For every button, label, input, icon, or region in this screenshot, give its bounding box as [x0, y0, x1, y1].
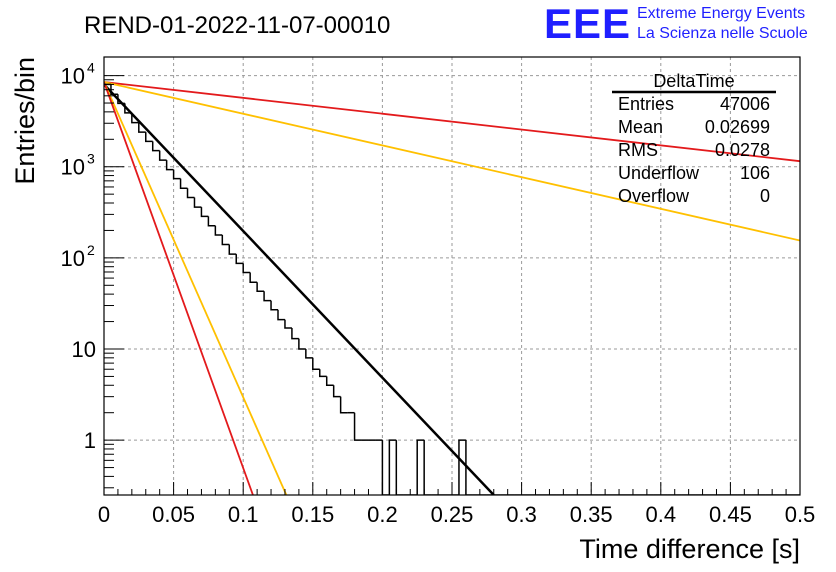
histogram-bin — [416, 439, 425, 495]
y-tick-label: 10 — [61, 155, 85, 180]
y-tick-label: 10 — [72, 337, 96, 362]
curve-upper-bound-fast — [104, 81, 254, 495]
logo-mark: EEE — [544, 0, 631, 47]
histogram-bin — [339, 396, 348, 414]
x-tick-labels: 0 0.05 0.1 0.15 0.2 0.25 0.3 0.35 0.4 0.45 0.5 — [98, 502, 815, 527]
curves — [104, 81, 800, 495]
stats-label: Mean — [618, 117, 663, 137]
curve-lower-bound-slow — [104, 81, 800, 242]
histogram-bin — [298, 338, 306, 350]
histogram-bin — [465, 440, 473, 495]
x-tick-label: 0.15 — [291, 502, 334, 527]
stats-box: DeltaTime Entries 47006 Mean 0.02699 RMS 0.02… — [612, 71, 776, 206]
histogram-bin — [200, 207, 209, 218]
stats-value: 0 — [760, 186, 770, 206]
y-tick-exponent: 4 — [87, 60, 95, 76]
x-tick-label: 0.05 — [152, 502, 195, 527]
histogram-bin — [263, 291, 272, 302]
histogram-bin — [228, 244, 237, 255]
curve-upper-bound-slow — [104, 81, 800, 163]
y-tick-label: 1 — [84, 428, 96, 453]
stats-value: 0.0278 — [715, 140, 770, 160]
histogram-bin — [110, 84, 118, 95]
histogram-bin — [124, 103, 132, 114]
histogram-bin — [277, 309, 285, 321]
histogram-bin — [423, 440, 432, 495]
x-tick-label: 0.2 — [367, 502, 398, 527]
x-tick-label: 0.35 — [570, 502, 613, 527]
histogram-bin — [381, 440, 390, 495]
histogram-bin — [256, 282, 265, 293]
y-tick-label: 10 — [61, 64, 85, 89]
histogram-bin — [186, 188, 195, 199]
histogram-bin — [242, 263, 251, 274]
histogram-bin — [145, 132, 153, 143]
histogram-bin — [214, 225, 223, 236]
y-tick-exponent: 3 — [87, 151, 95, 167]
x-tick-label: 0.5 — [785, 502, 816, 527]
histogram-bin — [179, 178, 188, 190]
histogram-bin — [305, 349, 313, 359]
histogram-bin — [249, 272, 258, 284]
axis-ticks — [103, 75, 801, 495]
histogram-bin — [165, 160, 174, 171]
stats-label: Underflow — [618, 163, 700, 183]
histogram-bin — [332, 385, 341, 398]
chart-title: REND-01-2022-11-07-00010 — [84, 12, 390, 39]
x-tick-label: 0.1 — [228, 502, 259, 527]
x-tick-label: 0.45 — [709, 502, 752, 527]
histogram-bin — [172, 169, 181, 180]
histogram-bin — [325, 376, 334, 387]
x-tick-label: 0.4 — [646, 502, 677, 527]
x-tick-label: 0 — [98, 502, 110, 527]
histogram-bin — [312, 357, 320, 370]
curve-lower-bound-fast — [104, 81, 288, 495]
eee-logo: EEE Extreme Energy Events La Scienza nel… — [544, 0, 808, 47]
histogram — [104, 83, 800, 495]
histogram-bin — [353, 412, 362, 441]
histogram-bin — [131, 112, 139, 124]
histogram-bin — [221, 235, 230, 246]
histogram-bin — [284, 319, 292, 329]
histogram-bin — [270, 300, 278, 311]
logo-line-2: La Scienza nelle Scuole — [637, 25, 808, 42]
y-axis-label: Entries/bin — [10, 57, 40, 185]
y-tick-exponent: 2 — [87, 242, 95, 258]
stats-value: 47006 — [720, 94, 770, 114]
y-tick-label: 10 — [61, 246, 85, 271]
logo-line-1: Extreme Energy Events — [637, 5, 805, 22]
curve-fit — [104, 83, 495, 495]
stats-label: Overflow — [618, 186, 690, 206]
histogram-bin — [158, 150, 167, 161]
histogram-bin — [117, 94, 125, 105]
stats-title: DeltaTime — [653, 71, 734, 91]
histogram-bin — [319, 369, 327, 378]
stats-value: 0.02699 — [705, 117, 770, 137]
histogram-bin — [458, 439, 466, 495]
stats-label: RMS — [618, 140, 658, 160]
histogram-bin — [138, 122, 146, 133]
histogram-bin — [235, 254, 244, 265]
x-tick-label: 0.3 — [506, 502, 537, 527]
histogram-bin — [207, 216, 216, 227]
stats-label: Entries — [618, 94, 674, 114]
histogram-bin — [395, 440, 404, 495]
x-tick-label: 0.25 — [431, 502, 474, 527]
histogram-bin — [193, 197, 202, 208]
x-axis-label: Time difference [s] — [579, 534, 800, 564]
histogram-bin — [388, 439, 397, 495]
grid — [104, 57, 800, 495]
stats-value: 106 — [740, 163, 770, 183]
histogram-bin — [291, 327, 299, 340]
histogram-bin — [151, 141, 160, 152]
